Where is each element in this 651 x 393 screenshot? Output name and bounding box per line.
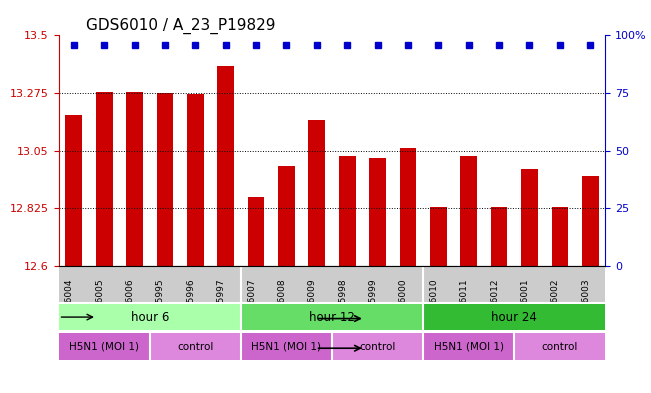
Bar [339, 156, 355, 266]
Bar [521, 169, 538, 266]
Text: GDS6010 / A_23_P19829: GDS6010 / A_23_P19829 [86, 18, 275, 34]
FancyBboxPatch shape [332, 333, 423, 360]
Bar [309, 120, 326, 266]
Bar [551, 207, 568, 266]
Bar [400, 148, 417, 266]
Text: hour 12: hour 12 [309, 310, 355, 323]
Text: control: control [359, 342, 396, 352]
Bar [369, 158, 386, 266]
Bar [247, 197, 264, 266]
Bar [126, 92, 143, 266]
Text: control: control [542, 342, 578, 352]
Bar [187, 94, 204, 266]
Bar [217, 66, 234, 266]
Bar [156, 93, 173, 266]
Text: H5N1 (MOI 1): H5N1 (MOI 1) [69, 342, 139, 352]
Bar [430, 207, 447, 266]
Text: hour 6: hour 6 [131, 310, 169, 323]
Bar [96, 92, 113, 266]
Bar [491, 207, 508, 266]
Text: H5N1 (MOI 1): H5N1 (MOI 1) [434, 342, 504, 352]
Bar [65, 115, 82, 266]
FancyBboxPatch shape [241, 304, 423, 331]
FancyBboxPatch shape [423, 333, 514, 360]
Text: H5N1 (MOI 1): H5N1 (MOI 1) [251, 342, 322, 352]
Text: control: control [177, 342, 214, 352]
FancyBboxPatch shape [59, 304, 241, 331]
FancyBboxPatch shape [59, 333, 150, 360]
FancyBboxPatch shape [423, 304, 605, 331]
FancyBboxPatch shape [514, 333, 605, 360]
FancyBboxPatch shape [150, 333, 241, 360]
Bar [460, 156, 477, 266]
Text: hour 24: hour 24 [492, 310, 537, 323]
Bar [582, 176, 599, 266]
FancyBboxPatch shape [241, 333, 332, 360]
Bar [278, 166, 295, 266]
